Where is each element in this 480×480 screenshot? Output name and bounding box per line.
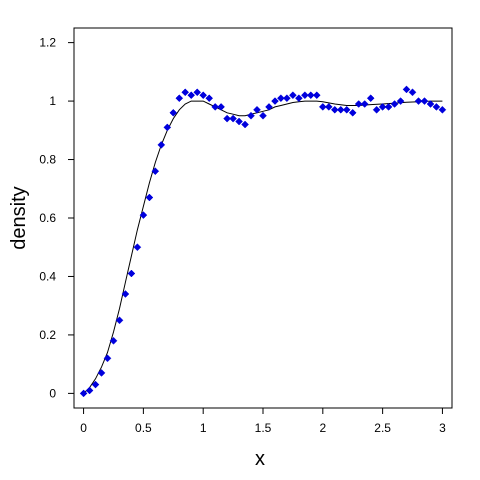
data-point	[318, 103, 327, 111]
data-point	[109, 336, 118, 345]
x-tick-label: 0	[80, 421, 87, 435]
fit-curve	[83, 100, 443, 394]
data-point	[217, 103, 225, 111]
data-point	[85, 386, 94, 395]
data-point	[426, 100, 435, 108]
x-tick-label: 1	[200, 421, 207, 435]
data-point	[241, 120, 249, 129]
data-point	[211, 103, 220, 111]
data-point	[121, 290, 130, 298]
data-point	[181, 88, 190, 97]
plot-area	[73, 27, 453, 409]
x-tick-label: 2.5	[374, 421, 391, 435]
data-point	[163, 123, 172, 132]
data-point	[157, 141, 166, 149]
x-tick-label: 1.5	[255, 421, 272, 435]
data-point	[223, 114, 231, 123]
data-point	[271, 97, 279, 105]
data-point	[115, 316, 124, 325]
data-point	[229, 114, 237, 123]
x-tick-label: 2	[319, 421, 326, 435]
data-point	[354, 100, 363, 108]
data-point	[259, 111, 267, 120]
data-point	[342, 105, 351, 114]
data-point	[169, 108, 178, 117]
data-point	[324, 103, 333, 111]
x-axis-title: x	[255, 448, 265, 470]
data-point	[253, 105, 261, 114]
data-point	[414, 97, 423, 105]
data-point	[295, 94, 303, 103]
data-point	[79, 389, 88, 398]
plot-frame	[73, 27, 453, 409]
data-point	[336, 105, 345, 114]
data-point	[199, 91, 208, 100]
data-point	[289, 91, 297, 100]
data-point	[97, 369, 106, 377]
data-point	[402, 85, 411, 94]
data-point	[390, 100, 399, 108]
data-point	[408, 88, 417, 97]
data-point	[265, 103, 273, 111]
y-tick-label: 0.2	[39, 328, 56, 342]
data-point	[384, 103, 393, 111]
data-point	[306, 91, 315, 100]
y-axis-title: density	[8, 186, 30, 249]
data-point	[301, 91, 309, 100]
x-tick-label: 0.5	[135, 421, 152, 435]
data-point	[372, 105, 381, 114]
data-point	[91, 380, 100, 389]
data-point	[103, 354, 112, 363]
axes: 0 0.5 1 1.5 2 2.5 3 0 0.2 0.4 0.6 0.8 1 1.2	[39, 36, 446, 435]
data-point	[187, 91, 196, 100]
y-tick-label: 0.8	[39, 153, 56, 167]
data-point	[133, 243, 142, 252]
data-point	[175, 94, 184, 103]
data-point	[360, 100, 369, 108]
data-point	[145, 193, 154, 202]
data-point	[438, 105, 447, 114]
data-point	[348, 108, 357, 117]
data-point	[378, 103, 387, 111]
data-point	[205, 94, 214, 103]
data-point	[366, 94, 375, 103]
data-point	[396, 97, 405, 105]
y-tick-label: 0.4	[39, 269, 56, 283]
data-point	[139, 211, 148, 219]
y-tick-label: 1	[49, 94, 56, 108]
data-point	[312, 91, 321, 100]
data-point	[247, 111, 255, 120]
y-tick-label: 1.2	[39, 36, 56, 50]
data-point	[420, 97, 429, 105]
data-point	[235, 117, 243, 126]
data-point	[283, 94, 291, 103]
data-point	[330, 105, 339, 114]
chart-marks	[79, 85, 447, 398]
x-tick-label: 3	[439, 421, 446, 435]
data-point	[151, 167, 160, 176]
data-point	[432, 103, 441, 111]
y-tick-label: 0	[49, 386, 56, 400]
data-point	[277, 94, 285, 103]
y-tick-label: 0.6	[39, 211, 56, 225]
data-point	[127, 269, 136, 278]
data-point	[193, 88, 202, 97]
